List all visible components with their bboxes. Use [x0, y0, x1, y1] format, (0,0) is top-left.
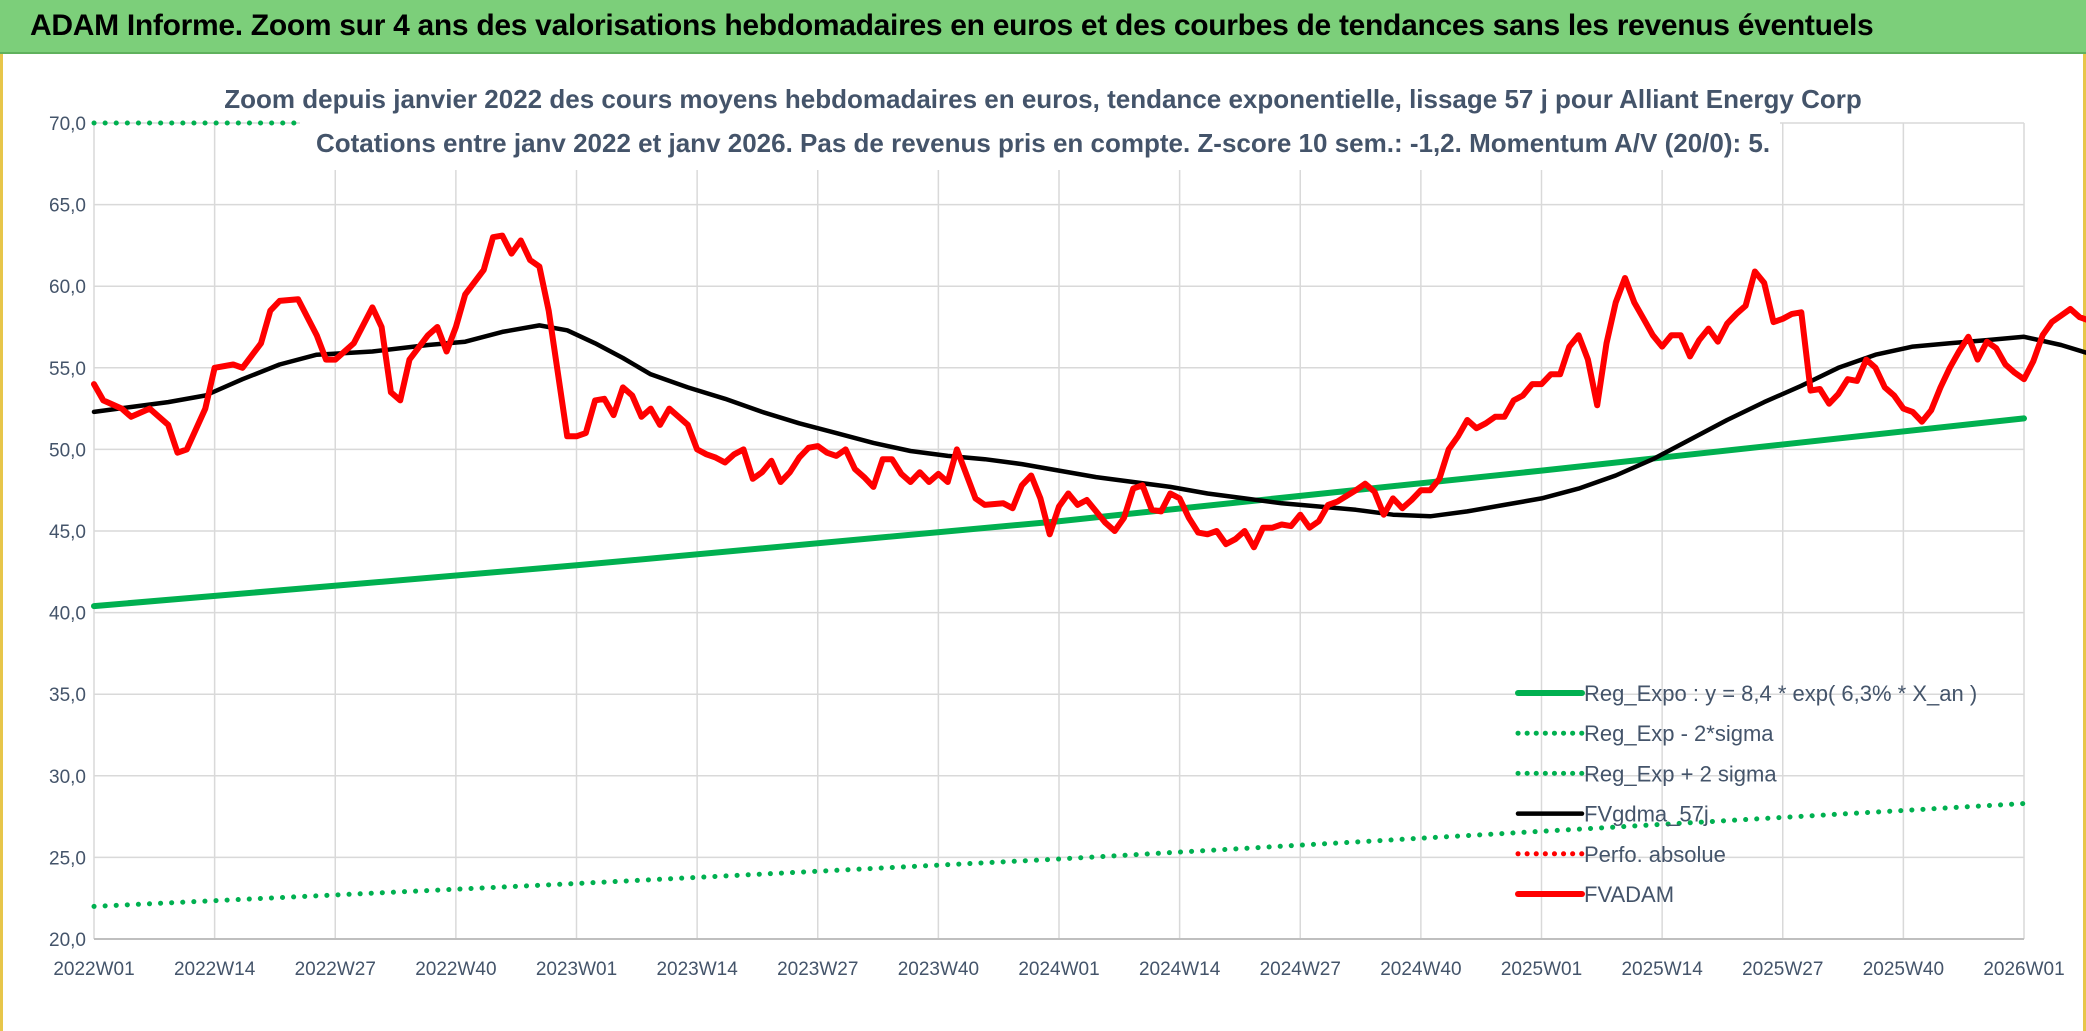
y-tick-label: 40,0 [49, 604, 86, 625]
x-tick-label: 2025W01 [1501, 959, 1582, 980]
legend-label: Reg_Expo : y = 8,4 * exp( 6,3% * X_an ) [1584, 681, 1977, 706]
x-tick-label: 2023W40 [898, 959, 979, 980]
x-tick-label: 2024W14 [1139, 959, 1221, 980]
series-reg-exp-2-sigma [91, 801, 2027, 909]
legend-label: Reg_Exp - 2*sigma [1584, 721, 1774, 746]
title-backdrop [300, 74, 1780, 170]
legend-label: FVADAM [1584, 882, 1674, 907]
y-tick-label: 50,0 [49, 440, 86, 461]
x-tick-label: 2023W01 [536, 959, 617, 980]
x-tick-label: 2026W01 [1983, 959, 2064, 980]
y-tick-label: 25,0 [49, 848, 86, 869]
series-reg-expo-y-8-4-exp-6-3-x-an [91, 415, 2027, 610]
y-tick-label: 65,0 [49, 196, 86, 217]
chart-title: Zoom depuis janvier 2022 des cours moyen… [224, 84, 1862, 114]
legend-label: Perfo. absolue [1584, 842, 1726, 867]
x-tick-label: 2024W27 [1260, 959, 1341, 980]
y-tick-label: 55,0 [49, 359, 86, 380]
chart-titles: Zoom depuis janvier 2022 des cours moyen… [224, 74, 1862, 170]
chart-subtitle: Cotations entre janv 2022 et janv 2026. … [316, 128, 1770, 158]
y-tick-label: 20,0 [49, 930, 86, 951]
y-tick-label: 70,0 [49, 114, 86, 135]
x-tick-label: 2022W01 [53, 959, 134, 980]
x-tick-label: 2024W01 [1018, 959, 1099, 980]
x-tick-label: 2025W14 [1621, 959, 1703, 980]
legend-label: Reg_Exp + 2 sigma [1584, 761, 1777, 786]
legend-label: FVgdma_57j [1584, 802, 1709, 827]
x-tick-label: 2025W40 [1863, 959, 1944, 980]
x-axis: 2022W01 2022W14 2022W27 2022W40 2023W01 2023W… [53, 959, 2064, 980]
x-tick-label: 2022W14 [174, 959, 256, 980]
y-axis: 20,0 25,0 30,0 35,0 40,0 45,0 50,0 55,0 60,0 65,0… [49, 114, 86, 951]
legend: Reg_Expo : y = 8,4 * exp( 6,3% * X_an ) R… [1515, 681, 1977, 907]
y-tick-label: 45,0 [49, 522, 86, 543]
y-tick-label: 30,0 [49, 767, 86, 788]
x-tick-label: 2024W40 [1380, 959, 1461, 980]
x-tick-label: 2022W40 [415, 959, 496, 980]
x-tick-label: 2025W27 [1742, 959, 1823, 980]
y-tick-label: 35,0 [49, 685, 86, 706]
x-tick-label: 2023W14 [656, 959, 738, 980]
banner: ADAM Informe. Zoom sur 4 ans des valoris… [0, 0, 2086, 54]
chart-grid [93, 122, 2025, 940]
series-fvgdma-57j [91, 323, 2086, 519]
series-layer [91, 120, 2086, 909]
y-tick-label: 60,0 [49, 277, 86, 298]
series-fvadam [91, 232, 2086, 551]
x-tick-label: 2023W27 [777, 959, 858, 980]
x-tick-label: 2022W27 [295, 959, 376, 980]
banner-title: ADAM Informe. Zoom sur 4 ans des valoris… [30, 9, 1874, 42]
